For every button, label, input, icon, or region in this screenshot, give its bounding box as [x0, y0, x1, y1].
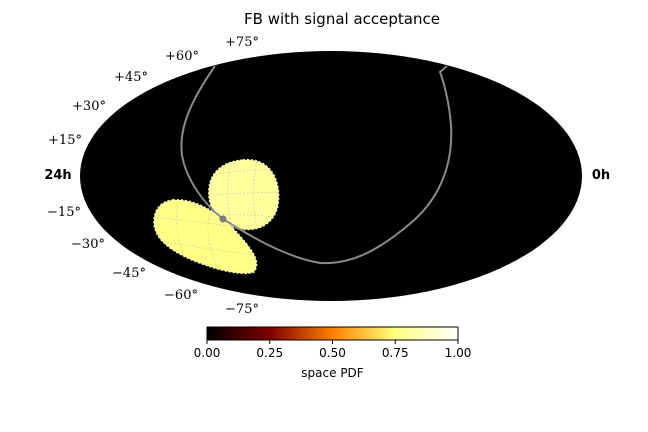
- ra-label-right: 0h: [592, 168, 610, 183]
- colorbar-tick-3: 0.75: [382, 346, 409, 360]
- dec-label-plus75: +75°: [225, 35, 259, 50]
- dec-label-minus30: −30°: [71, 237, 105, 252]
- dec-label-plus45: +45°: [114, 70, 148, 85]
- colorbar: [206, 326, 459, 341]
- colorbar-tick-4: 1.00: [445, 346, 472, 360]
- chart-title: FB with signal acceptance: [244, 10, 440, 28]
- ra-label-left: 24h: [44, 168, 71, 183]
- colorbar-tick-2: 0.50: [319, 346, 346, 360]
- colorbar-label: space PDF: [301, 366, 363, 380]
- dec-label-minus60: −60°: [164, 288, 198, 303]
- colorbar-tick-marks: [206, 340, 459, 344]
- colorbar-tick-1: 0.25: [256, 346, 283, 360]
- dec-label-plus15: +15°: [48, 133, 82, 148]
- dec-label-minus45: −45°: [112, 266, 146, 281]
- pivot-marker: [219, 215, 227, 223]
- colorbar-tick-0: 0.00: [194, 346, 221, 360]
- acceptance-boundary-line: [180, 65, 453, 265]
- dec-label-minus75: −75°: [225, 302, 259, 317]
- dec-label-plus60: +60°: [165, 49, 199, 64]
- dec-label-minus15: −15°: [47, 205, 81, 220]
- dec-label-plus30: +30°: [72, 99, 106, 114]
